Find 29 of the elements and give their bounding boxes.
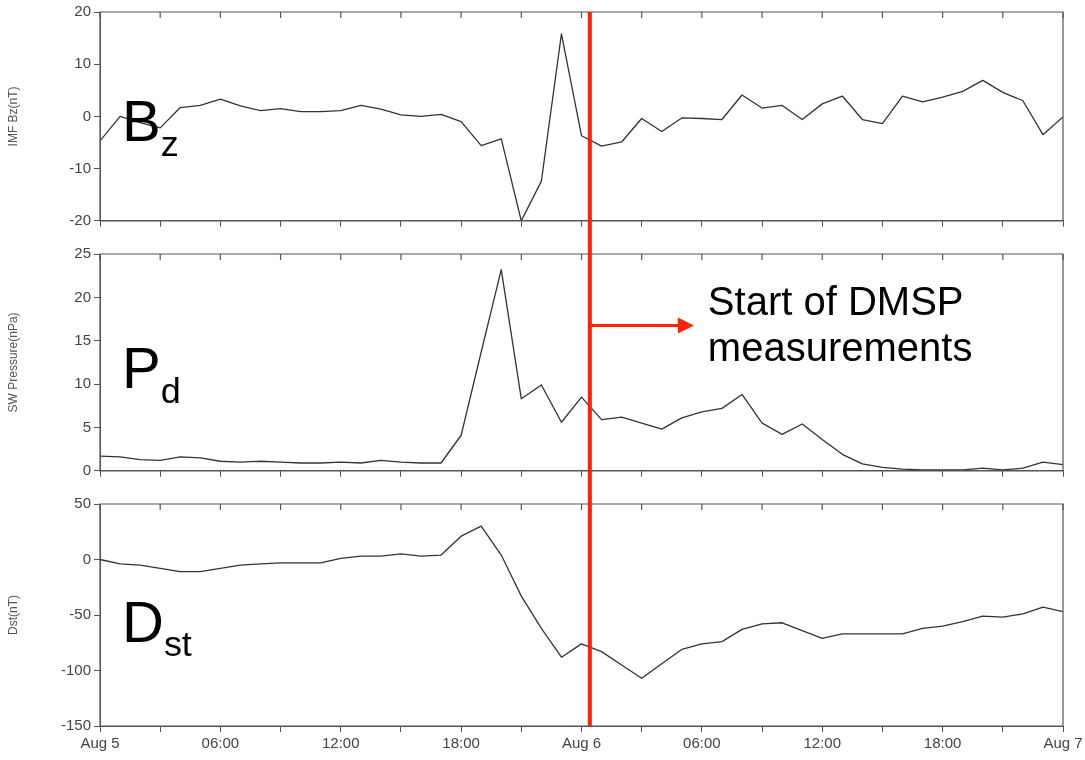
y-tick-label: -50 [69,605,91,623]
y-tick-label: -100 [60,660,91,678]
ref-line-label: Start of DMSP measurements [707,278,973,369]
y-tick-label: 0 [82,106,91,124]
x-tick-label: 18:00 [923,734,962,752]
y-tick-label: 25 [74,244,91,262]
y-tick-label: -150 [60,716,91,734]
x-tick-label: 12:00 [803,734,842,752]
y-tick-label: -20 [69,210,91,228]
y-tick-label: 10 [74,54,91,72]
y-tick-label: 0 [82,549,91,567]
x-tick-label: 06:00 [201,734,240,752]
y-tick-label: 50 [74,494,91,512]
x-tick-label: 06:00 [683,734,721,752]
y-tick-label: -10 [69,158,91,176]
y-axis-title: SW Pressure(nPa) [5,312,20,413]
y-tick-label: 10 [74,374,91,392]
y-tick-label: 0 [82,460,91,478]
y-tick-label: 5 [82,417,91,435]
x-tick-label: Aug 5 [80,734,120,752]
y-axis-title: IMF Bz(nT) [5,86,20,147]
x-tick-label: 12:00 [321,734,360,752]
y-tick-label: 20 [74,2,91,20]
y-tick-label: 20 [74,287,91,305]
x-tick-label: Aug 7 [1043,734,1083,752]
x-tick-label: 18:00 [442,734,480,752]
x-tick-label: Aug 6 [561,734,602,752]
y-axis-title: Dst(nT) [5,595,20,635]
y-tick-label: 15 [74,330,91,348]
